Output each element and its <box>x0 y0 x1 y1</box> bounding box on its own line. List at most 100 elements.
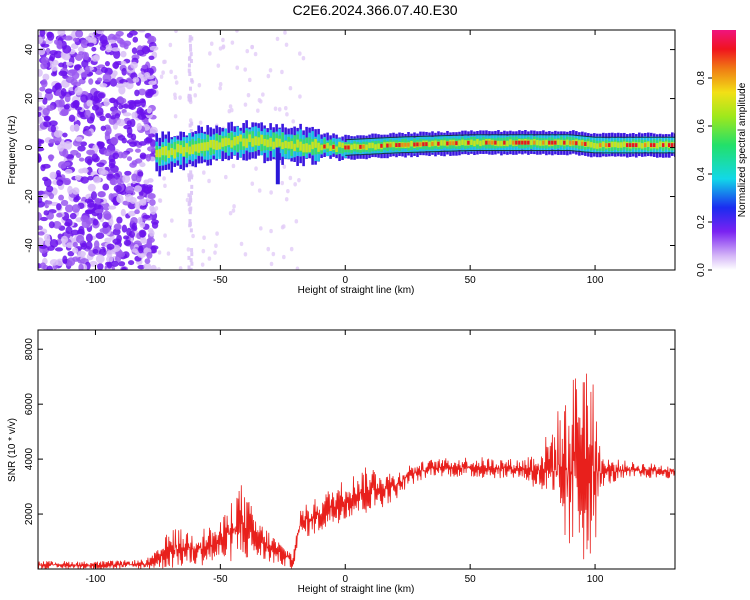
spectrogram-noise-cell <box>100 66 108 73</box>
spectrogram-noise-cell <box>38 138 43 144</box>
spectrogram-speckle <box>214 243 218 248</box>
spectrogram-band-cell <box>620 142 623 148</box>
spectrogram-noise-cell <box>54 247 64 252</box>
spectrogram-speckle <box>286 188 290 194</box>
spectrogram-band-cell <box>353 143 356 150</box>
spectrogram-speckle <box>243 67 248 72</box>
spectrogram-speckle <box>202 170 206 175</box>
spectrogram-band-cell <box>557 139 560 146</box>
spectrogram-peak-cell <box>503 140 506 145</box>
spectrogram-band-cell <box>587 141 590 147</box>
spectrogram-speckle <box>197 83 202 88</box>
spectrogram-peak-cell <box>605 143 608 148</box>
spectrogram-peak-cell <box>422 142 425 147</box>
spectrogram-x-tick-label: 50 <box>465 275 477 286</box>
spectrogram-band-cell <box>614 141 617 148</box>
spectrogram-band-cell <box>155 149 159 158</box>
spectrogram-peak-cell <box>512 140 515 145</box>
spectrogram-noise-cell <box>97 191 106 198</box>
spectrogram-speckle <box>170 218 174 223</box>
snr-x-axis-label: Height of straight line (km) <box>298 584 415 595</box>
spectrogram-speckle <box>298 94 302 99</box>
spectrogram-noise-cell <box>95 232 105 240</box>
spectrogram-noise-cell <box>72 241 78 248</box>
spectrogram-band-cell <box>272 132 275 148</box>
spectrogram-band-cell <box>473 140 476 147</box>
spectrogram-noise-cell <box>78 225 85 235</box>
spectrogram-band-cell <box>194 144 197 152</box>
spectrogram-noise-cell <box>121 224 128 233</box>
spectrogram-noise-cell <box>38 153 42 163</box>
spectrogram-band-cell <box>509 139 512 145</box>
spectrogram-noise-cell <box>91 153 99 162</box>
spectrogram-noise-cell <box>70 149 79 156</box>
snr-y-axis-label: SNR (10 * v/v) <box>7 418 18 482</box>
spectrogram-speckle <box>168 42 173 48</box>
spectrogram-peak-cell <box>662 143 665 148</box>
spectrogram-speckle <box>178 95 182 100</box>
spectrogram-band-cell <box>311 141 314 150</box>
spectrogram-noise-cell <box>80 39 90 49</box>
spectrogram-peak-cell <box>572 140 575 145</box>
spectrogram-band-cell <box>179 145 182 154</box>
spectrogram-band-cell <box>197 143 200 153</box>
spectrogram-noise-cell <box>87 202 95 208</box>
spectrogram-peak-cell <box>635 143 638 148</box>
spectrogram-speckle <box>266 73 271 79</box>
spectrogram-band-cell <box>293 143 296 152</box>
spectrogram-noise-cell <box>100 125 107 132</box>
spectrogram-noise-cell <box>80 141 88 147</box>
spectrogram-speckle <box>258 226 263 231</box>
spectrogram-noise-cell <box>97 141 105 148</box>
spectrogram-noise-cell <box>78 263 84 270</box>
spectrogram-noise-cell <box>147 228 154 234</box>
spectrogram-noise-cell <box>56 179 64 186</box>
spectrogram-band-cell <box>305 143 308 153</box>
spectrogram-noise-cell <box>148 55 155 61</box>
spectrogram-speckle <box>231 208 236 213</box>
spectrogram-noise-cell <box>137 30 146 33</box>
spectrogram-noise-cell <box>53 130 63 138</box>
spectrogram-noise-cell <box>86 99 93 107</box>
spectrogram-noise-cell <box>150 264 157 270</box>
spectrogram-noise-cell <box>58 70 68 77</box>
spectrogram-speckle <box>187 193 191 198</box>
spectrogram-noise-cell <box>95 254 105 264</box>
spectrogram-band-cell <box>365 144 368 150</box>
spectrogram-noise-cell <box>50 65 58 72</box>
spectrogram-noise-cell <box>66 242 74 249</box>
spectrogram-noise-cell <box>59 110 69 117</box>
spectrogram-speckle <box>173 92 177 97</box>
spectrogram-peak-cell <box>431 141 434 146</box>
spectrogram-peak-cell <box>551 140 554 145</box>
spectrogram-band-cell <box>212 139 215 150</box>
spectrogram-speckle <box>188 223 192 228</box>
spectrogram-speckle <box>275 36 280 42</box>
spectrogram-speckle <box>257 188 262 193</box>
spectrogram-noise-cell <box>121 67 127 76</box>
spectrogram-peak-cell <box>524 140 527 145</box>
spectrogram-noise-cell <box>56 203 62 211</box>
spectrogram-speckle <box>189 59 193 64</box>
spectrogram-peak-cell <box>407 142 410 147</box>
spectrogram-noise-cell <box>99 83 108 88</box>
spectrogram-peak-cell <box>467 140 470 145</box>
spectrogram-peak-cell <box>413 142 416 147</box>
spectrogram-speckle <box>288 85 293 91</box>
spectrogram-speckle <box>189 267 193 270</box>
spectrogram-band-cell <box>167 142 170 158</box>
spectrogram-noise-cell <box>80 94 88 103</box>
spectrogram-noise-cell <box>48 221 55 229</box>
spectrogram-band-cell <box>236 135 239 145</box>
spectrogram-noise-cell <box>109 178 118 186</box>
spectrogram-band-cell <box>374 144 377 150</box>
spectrogram-noise-cell <box>118 85 126 95</box>
spectrogram-band-cell <box>302 143 305 153</box>
spectrogram-noise-cell <box>46 265 53 270</box>
spectrogram-noise-cell <box>42 97 48 105</box>
spectrogram-panel: -100 -50 0 50 100 -40 -20 0 20 40 Height of stra… <box>7 29 676 296</box>
spectrogram-speckle <box>293 182 297 187</box>
spectrogram-x-tick-label: -100 <box>85 275 105 286</box>
spectrogram-band-cell <box>479 140 482 147</box>
spectrogram-speckle <box>157 267 161 270</box>
